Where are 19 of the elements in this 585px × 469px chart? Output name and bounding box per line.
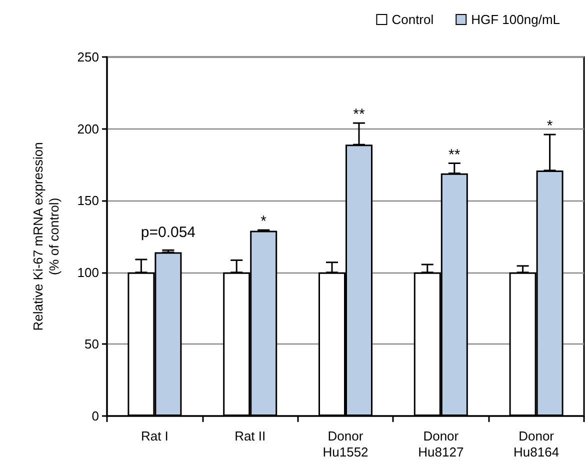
y-tick-label: 250 xyxy=(77,50,99,64)
y-axis-title: Relative Ki-67 mRNA expression (% of control) xyxy=(30,142,62,331)
x-tick-label: Rat I xyxy=(140,428,168,444)
annotation: ** xyxy=(353,106,365,124)
x-tick-label: Donor Hu8164 xyxy=(514,428,560,460)
y-tick-label: 50 xyxy=(84,336,99,352)
annotation: * xyxy=(260,213,267,230)
x-tick-label: Donor Hu1552 xyxy=(322,428,368,460)
y-tick-label: 100 xyxy=(77,264,99,280)
legend-label: HGF 100ng/mL xyxy=(471,12,560,27)
annotation: ** xyxy=(448,146,460,164)
y-tick-label: 200 xyxy=(77,121,99,136)
y-tick-label: 150 xyxy=(77,193,99,208)
x-tick-label: Donor Hu8127 xyxy=(418,428,464,460)
annotation: * xyxy=(546,118,553,135)
annotation: p=0.054 xyxy=(140,224,196,242)
y-tick-label: 0 xyxy=(92,408,99,424)
legend-label: Control xyxy=(392,12,434,27)
x-tick-label: Rat II xyxy=(234,428,266,444)
